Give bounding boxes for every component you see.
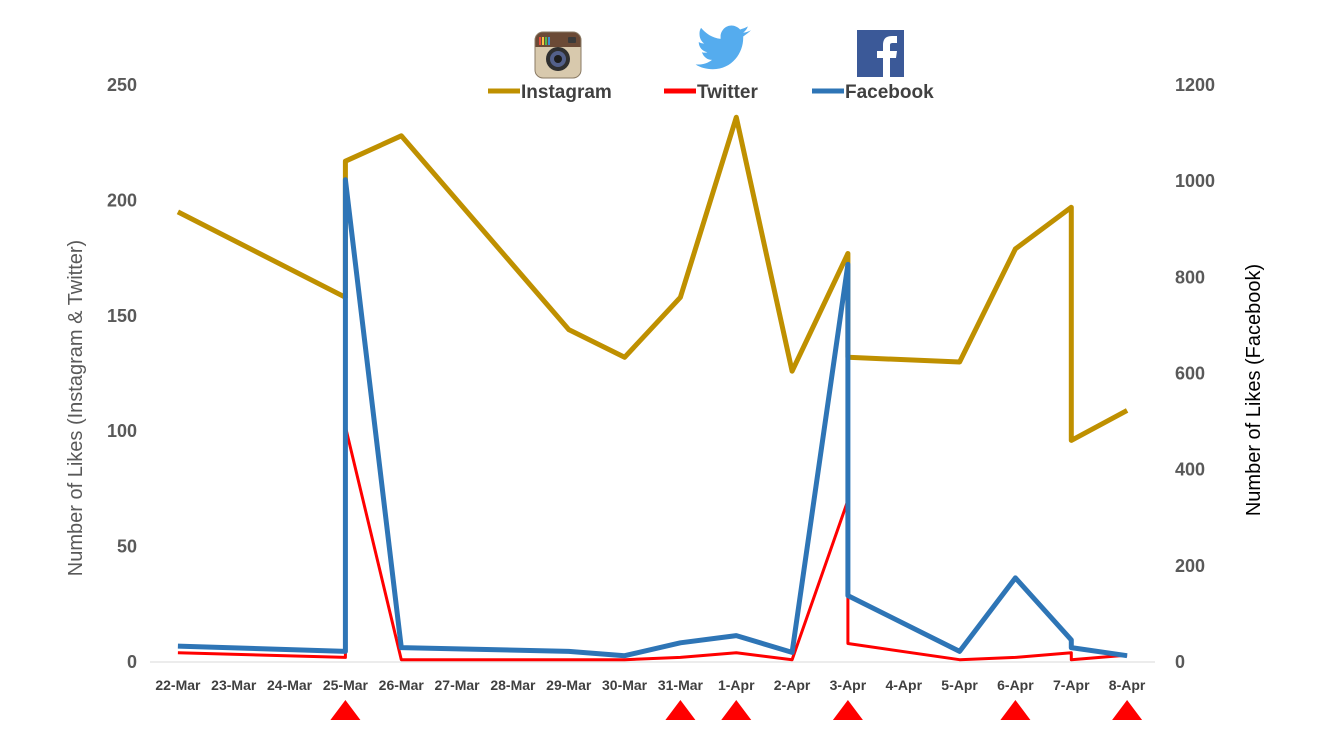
chart-series-lines bbox=[176, 114, 1129, 662]
x-tick-label: 22-Mar bbox=[155, 677, 201, 693]
x-tick-label: 29-Mar bbox=[546, 677, 592, 693]
y-right-tick-label: 400 bbox=[1175, 460, 1205, 480]
series-line-instagram bbox=[176, 114, 1129, 443]
x-tick-label: 27-Mar bbox=[435, 677, 481, 693]
x-tick-label: 24-Mar bbox=[267, 677, 313, 693]
x-tick-label: 5-Apr bbox=[941, 677, 978, 693]
y-left-tick-label: 150 bbox=[107, 306, 137, 326]
chart-axes: 0 50 100 150 200 250 0 200 400 600 800 1000 1200 22-M… bbox=[65, 75, 1265, 693]
x-tick-label: 6-Apr bbox=[997, 677, 1034, 693]
y-right-tick-label: 200 bbox=[1175, 556, 1205, 576]
legend-label-twitter: Twitter bbox=[697, 82, 758, 103]
y-left-tick-label: 0 bbox=[127, 652, 137, 672]
x-tick-label: 1-Apr bbox=[718, 677, 755, 693]
series-line-facebook bbox=[177, 177, 1128, 659]
y-right-axis-title: Number of Likes (Facebook) bbox=[1243, 264, 1265, 516]
event-marker-triangle bbox=[721, 700, 752, 720]
series-line-twitter bbox=[177, 425, 1128, 662]
y-right-tick-label: 1200 bbox=[1175, 75, 1215, 95]
x-tick-label: 30-Mar bbox=[602, 677, 648, 693]
event-marker-triangle bbox=[1112, 700, 1143, 720]
event-markers bbox=[330, 700, 1143, 720]
y-left-tick-label: 200 bbox=[107, 190, 137, 210]
event-marker-triangle bbox=[1000, 700, 1031, 720]
x-tick-label: 8-Apr bbox=[1109, 677, 1146, 693]
y-right-tick-label: 1000 bbox=[1175, 171, 1215, 191]
x-tick-label: 25-Mar bbox=[323, 677, 369, 693]
y-right-tick-label: 600 bbox=[1175, 364, 1205, 384]
x-tick-label: 26-Mar bbox=[379, 677, 425, 693]
legend-label-facebook: Facebook bbox=[845, 82, 934, 103]
event-marker-triangle bbox=[665, 700, 696, 720]
event-marker-triangle bbox=[330, 700, 361, 720]
y-left-tick-label: 50 bbox=[117, 537, 137, 557]
x-tick-label: 4-Apr bbox=[885, 677, 922, 693]
y-right-tick-label: 800 bbox=[1175, 267, 1205, 287]
x-tick-label: 2-Apr bbox=[774, 677, 811, 693]
legend-label-instagram: Instagram bbox=[521, 82, 612, 103]
legend-items: Instagram Twitter Facebook bbox=[488, 82, 934, 103]
y-left-tick-label: 100 bbox=[107, 421, 137, 441]
y-right-tick-label: 0 bbox=[1175, 652, 1185, 672]
chart-legend: Instagram Twitter Facebook bbox=[488, 25, 934, 103]
x-tick-label: 7-Apr bbox=[1053, 677, 1090, 693]
x-tick-label: 3-Apr bbox=[830, 677, 867, 693]
x-tick-label: 31-Mar bbox=[658, 677, 704, 693]
y-left-axis-title: Number of Likes (Instagram & Twitter) bbox=[65, 240, 87, 576]
y-left-tick-label: 250 bbox=[107, 75, 137, 95]
event-marker-triangle bbox=[832, 700, 863, 720]
twitter-icon bbox=[695, 25, 751, 70]
facebook-icon bbox=[857, 30, 904, 77]
instagram-icon bbox=[534, 31, 582, 79]
x-tick-label: 28-Mar bbox=[490, 677, 536, 693]
x-tick-label: 23-Mar bbox=[211, 677, 257, 693]
